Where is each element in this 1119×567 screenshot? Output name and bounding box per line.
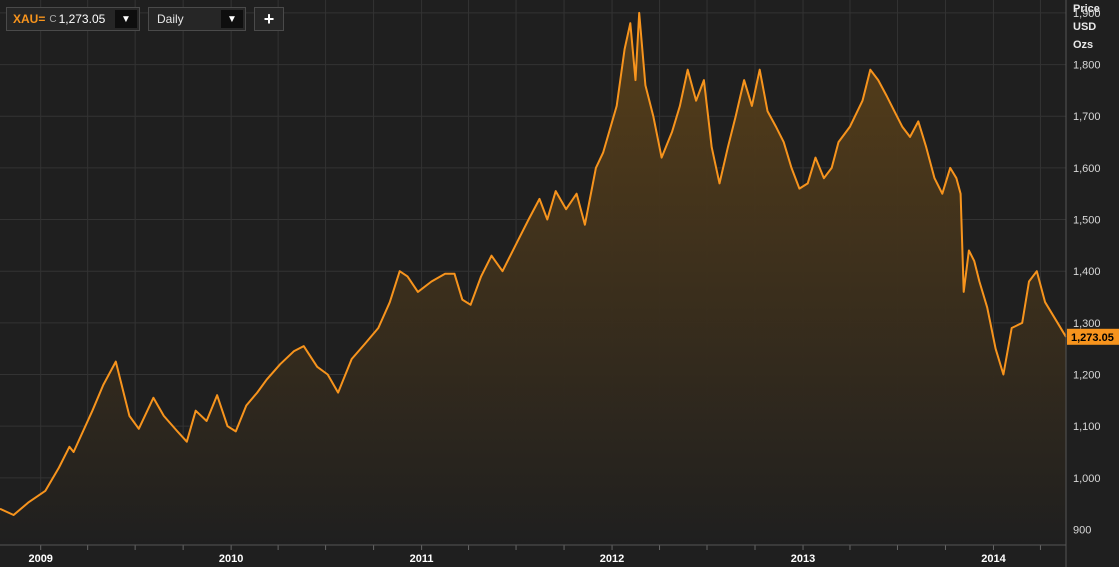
close-marker: C — [49, 13, 57, 25]
y-tick-label: 1,400 — [1073, 266, 1101, 278]
y-tick-label: 900 — [1073, 525, 1091, 537]
x-tick-label: 2009 — [28, 553, 52, 565]
price-line — [0, 11, 1067, 516]
y-axis-title: USD — [1073, 21, 1096, 33]
y-tick-label: 1,800 — [1073, 60, 1101, 72]
y-tick-label: 1,000 — [1073, 473, 1101, 485]
y-axis-title: Ozs — [1073, 39, 1093, 51]
y-axis-title: Price — [1073, 3, 1100, 15]
symbol-selector[interactable]: XAU= C 1,273.05 ▼ — [6, 7, 140, 31]
x-tick-label: 2010 — [219, 553, 243, 565]
symbol-label: XAU= — [13, 12, 46, 26]
x-tick-label: 2014 — [981, 553, 1006, 565]
price-area-fill — [0, 12, 1066, 545]
add-button[interactable]: + — [254, 7, 284, 31]
x-tick-label: 2013 — [791, 553, 815, 565]
last-value-tag-label: 1,273.05 — [1071, 332, 1114, 344]
y-tick-label: 1,700 — [1073, 111, 1101, 123]
x-tick-label: 2012 — [600, 553, 624, 565]
y-tick-label: 1,500 — [1073, 215, 1101, 227]
y-tick-label: 1,200 — [1073, 370, 1101, 382]
interval-selector[interactable]: Daily ▼ — [148, 7, 246, 31]
y-tick-label: 1,600 — [1073, 163, 1101, 175]
chevron-down-icon[interactable]: ▼ — [115, 10, 137, 28]
plus-icon: + — [263, 8, 275, 29]
last-value: 1,273.05 — [58, 12, 106, 26]
chevron-down-icon[interactable]: ▼ — [221, 10, 243, 28]
chart-toolbar: XAU= C 1,273.05 ▼ Daily ▼ + — [6, 7, 284, 31]
interval-label: Daily — [157, 12, 184, 26]
y-tick-label: 1,300 — [1073, 318, 1101, 330]
last-value-tag — [1067, 328, 1119, 345]
x-tick-label: 2011 — [410, 553, 434, 565]
y-tick-label: 1,100 — [1073, 421, 1101, 433]
y-tick-label: 1,900 — [1073, 8, 1101, 20]
